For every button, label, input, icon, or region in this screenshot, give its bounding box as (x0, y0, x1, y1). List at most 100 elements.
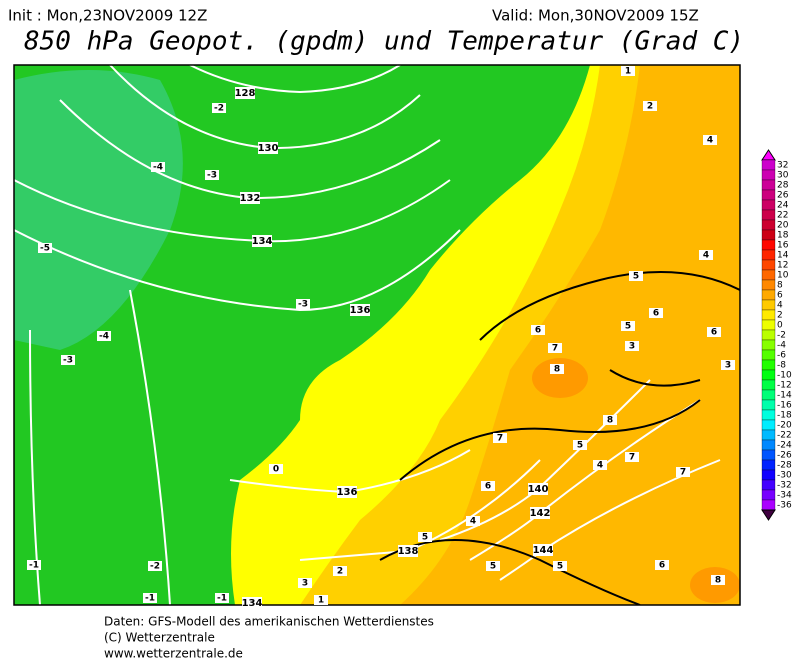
colorbar-label: -32 (777, 481, 792, 491)
temperature-label: 6 (535, 326, 541, 336)
colorbar-swatch (761, 389, 776, 401)
temperature-label: 5 (557, 562, 563, 572)
label-box (38, 243, 52, 253)
temperature-label: 5 (577, 441, 583, 451)
temperature-label: 4 (703, 251, 709, 261)
temperature-label: 6 (485, 482, 491, 492)
label-box (629, 271, 643, 281)
colorbar-label: -28 (777, 461, 792, 471)
geopotential-label: 134 (242, 598, 263, 609)
label-box (398, 545, 418, 557)
temperature-label: 4 (470, 517, 476, 527)
colorbar-swatch (761, 439, 776, 451)
colorbar-label: 16 (777, 241, 789, 251)
label-box (148, 561, 162, 571)
label-box (649, 308, 663, 318)
temperature-label: -3 (298, 300, 308, 310)
colorbar-label: 22 (777, 211, 788, 221)
temperature-label: -2 (214, 104, 224, 114)
geopotential-label: 128 (235, 88, 256, 99)
colorbar-swatch (761, 479, 776, 491)
temperature-label: 4 (707, 136, 713, 146)
geopotential-label: 140 (528, 484, 549, 495)
geopotential-label: 134 (252, 236, 273, 247)
temperature-label: 3 (629, 342, 635, 352)
footer-line: www.wetterzentrale.de (104, 647, 243, 661)
label-box (314, 595, 328, 605)
temperature-label: 1 (625, 67, 631, 77)
colorbar-swatch (761, 189, 776, 201)
colorbar-swatch (761, 199, 776, 211)
label-box (699, 250, 713, 260)
colorbar-swatch (761, 289, 776, 301)
colorbar-swatch (761, 319, 776, 331)
colorbar-swatch (761, 209, 776, 221)
isotherms (379, 271, 740, 605)
init-time: Init : Mon,23NOV2009 12Z (8, 7, 207, 25)
label-box (296, 299, 310, 309)
colorbar-swatch (761, 269, 776, 281)
temperature-label: 8 (715, 576, 721, 586)
label-box (418, 532, 432, 542)
label-box (258, 142, 278, 154)
colorbar-swatch (761, 419, 776, 431)
colorbar-label: -36 (777, 501, 792, 511)
temperature-label: 6 (653, 309, 659, 319)
label-box (528, 483, 548, 495)
colorbar-label: 14 (777, 251, 789, 261)
label-box (621, 321, 635, 331)
colorbar-label: -26 (777, 451, 792, 461)
map-area: 128130132134136136138140142144134-2-4-3-… (13, 64, 741, 609)
colorbar-label: -12 (777, 381, 792, 391)
colorbar: 32302826242220181614121086420-2-4-6-8-10… (761, 149, 792, 521)
geopotential-label: 138 (398, 546, 419, 557)
temperature-label: 6 (711, 328, 717, 338)
cool-region (14, 70, 183, 350)
colorbar-swatch (761, 229, 776, 241)
colorbar-label: 24 (777, 201, 789, 211)
colorbar-label: -30 (777, 471, 792, 481)
colorbar-swatch (761, 399, 776, 411)
colorbar-swatch (761, 159, 776, 171)
colorbar-swatch (761, 499, 776, 511)
geopotential-label: 136 (337, 487, 358, 498)
temperature-label: -4 (153, 163, 163, 173)
colorbar-swatch (761, 379, 776, 391)
temperature-label: -1 (29, 561, 39, 571)
temperature-label: 8 (554, 365, 560, 375)
label-box (643, 101, 657, 111)
temperature-label: -4 (99, 332, 109, 342)
colorbar-label: 4 (777, 301, 783, 311)
label-box (298, 578, 312, 588)
colorbar-label: 8 (777, 281, 783, 291)
temperature-label: 4 (597, 461, 603, 471)
colorbar-swatch (761, 449, 776, 461)
temperature-label: 1 (318, 596, 324, 606)
colorbar-label: -2 (777, 331, 786, 341)
temperature-label: 5 (490, 562, 496, 572)
label-box (603, 415, 617, 425)
colorbar-label: 30 (777, 171, 789, 181)
geopotential-label: 144 (533, 545, 554, 556)
label-box (655, 560, 669, 570)
label-box (573, 440, 587, 450)
label-box (481, 481, 495, 491)
colorbar-label: 12 (777, 261, 788, 271)
label-box (625, 452, 639, 462)
colorbar-swatch (761, 249, 776, 261)
colorbar-swatch (761, 329, 776, 341)
colorbar-swatch (761, 409, 776, 421)
temperature-label: 7 (497, 434, 503, 444)
label-box (533, 544, 553, 556)
footer-line: (C) Wetterzentrale (104, 631, 215, 645)
colorbar-label: 28 (777, 181, 789, 191)
label-box (143, 593, 157, 603)
temperature-label: -1 (145, 594, 155, 604)
colorbar-swatch (761, 469, 776, 481)
label-box (61, 355, 75, 365)
colorbar-swatch (761, 339, 776, 351)
label-box (703, 135, 717, 145)
temperature-label: 5 (633, 272, 639, 282)
label-box (530, 507, 550, 519)
